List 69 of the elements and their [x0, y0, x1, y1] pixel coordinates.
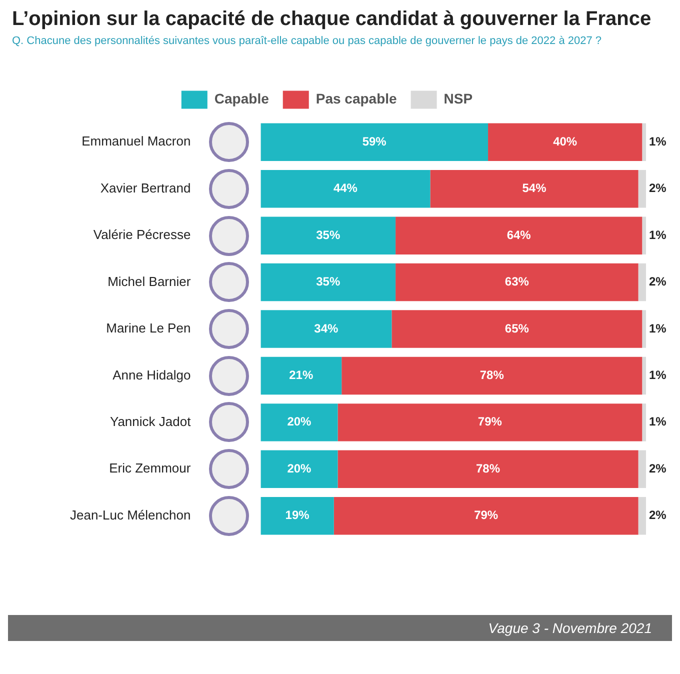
bar	[642, 404, 646, 442]
data-label: 2%	[649, 274, 667, 289]
data-label: 1%	[649, 228, 667, 242]
data-label: 54%	[522, 181, 547, 196]
bar	[396, 263, 638, 302]
legend-label: Pas capable	[316, 90, 398, 107]
legend-label: Capable	[214, 90, 270, 107]
bar	[642, 356, 646, 395]
bar	[642, 310, 646, 348]
data-label: 65%	[504, 321, 530, 336]
data-label: 1%	[649, 321, 667, 336]
text: Vague 3 - Novembre 2021	[488, 620, 652, 636]
data-label: 78%	[476, 461, 500, 476]
bar	[342, 356, 642, 395]
bar	[338, 404, 642, 442]
y-tick-label: Xavier Bertrand	[100, 180, 191, 196]
data-label: 35%	[316, 228, 340, 242]
bar	[638, 450, 646, 488]
chart-title: L’opinion sur la capacité de chaque candidat à gouverner la France	[12, 8, 652, 31]
y-tick-label: Yannick Jadot	[110, 414, 192, 429]
y-tick-label: Marine Le Pen	[106, 320, 191, 336]
data-label: 20%	[287, 461, 312, 476]
bar	[260, 123, 488, 162]
data-label: 1%	[649, 368, 667, 382]
data-label: 64%	[506, 228, 532, 242]
y-tick-label: Jean-Luc Mélenchon	[70, 507, 191, 522]
data-label: 79%	[474, 508, 498, 522]
bar	[260, 404, 338, 442]
bar	[260, 263, 396, 302]
data-label: 20%	[287, 414, 312, 429]
bar	[260, 216, 396, 254]
data-label: 44%	[333, 181, 358, 196]
bar	[642, 216, 646, 254]
data-label: 79%	[478, 414, 502, 429]
bar	[638, 496, 646, 535]
bar	[488, 123, 642, 162]
bar	[260, 356, 342, 395]
legend-label: NSP	[444, 90, 473, 107]
data-label: 2%	[649, 461, 667, 476]
data-label: 1%	[649, 134, 667, 148]
data-label: 35%	[316, 274, 340, 289]
data-label: 59%	[362, 134, 387, 148]
bar	[334, 496, 638, 535]
y-tick-label: Valérie Pécresse	[93, 227, 191, 242]
bar	[396, 216, 642, 254]
bar	[642, 123, 646, 162]
bar	[260, 310, 392, 348]
bar	[392, 310, 642, 348]
bar	[260, 496, 334, 535]
data-label: 78%	[480, 368, 504, 382]
data-label: 2%	[649, 508, 667, 522]
y-tick-label: Emmanuel Macron	[82, 134, 191, 149]
bar	[260, 450, 338, 488]
data-label: 1%	[649, 414, 667, 429]
bar	[430, 170, 638, 208]
data-label: 63%	[504, 274, 530, 289]
bar	[638, 263, 646, 302]
y-tick-label: Anne Hidalgo	[112, 367, 191, 382]
bar	[260, 170, 430, 208]
data-label: 40%	[553, 134, 578, 148]
bar	[638, 170, 646, 208]
data-label: 34%	[314, 321, 339, 336]
y-tick-label: Eric Zemmour	[109, 460, 192, 476]
data-label: 21%	[289, 368, 314, 382]
chart-subtitle: Q. Chacune des personnalités suivantes vous paraît-elle capable ou pas capable de gouverner le pays de 2022 à 2027 ?	[12, 35, 603, 47]
y-tick-label: Michel Barnier	[108, 274, 192, 289]
data-label: 19%	[285, 508, 310, 522]
data-label: 2%	[649, 181, 667, 196]
bar	[338, 450, 638, 488]
